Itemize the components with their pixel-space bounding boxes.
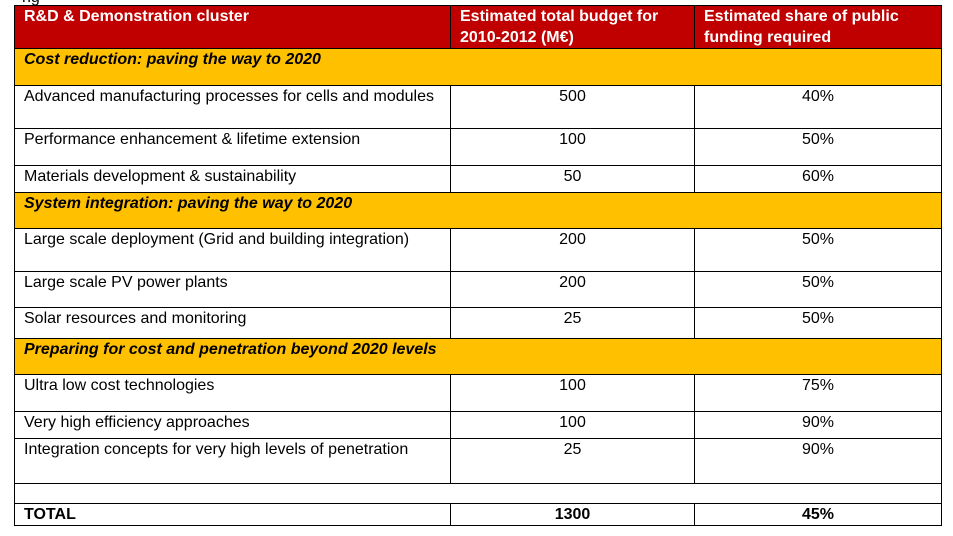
total-share: 45% [694,503,942,526]
header-row: R&D & Demonstration cluster Estimated to… [14,5,942,49]
share-cell: 50% [694,228,942,272]
table-row: Large scale PV power plants 200 50% [14,271,942,308]
cluster-cell: Ultra low cost technologies [14,374,451,412]
share-cell: 50% [694,271,942,308]
share-cell: 60% [694,165,942,193]
section-title: System integration: paving the way to 20… [14,192,942,229]
share-cell: 90% [694,438,942,484]
section-title: Cost reduction: paving the way to 2020 [14,48,942,86]
budget-cell: 100 [450,374,695,412]
empty-row [14,483,942,504]
budget-cell: 200 [450,228,695,272]
cluster-cell: Integration concepts for very high level… [14,438,451,484]
budget-cell: 25 [450,307,695,339]
table-row: Performance enhancement & lifetime exten… [14,128,942,166]
header-budget: Estimated total budget for 2010-2012 (M€… [450,5,695,49]
cluster-cell: Materials development & sustainability [14,165,451,193]
rd-budget-table: R&D & Demonstration cluster Estimated to… [14,5,942,526]
cluster-cell: Solar resources and monitoring [14,307,451,339]
cluster-cell: Very high efficiency approaches [14,411,451,439]
budget-cell: 50 [450,165,695,193]
table-row: Solar resources and monitoring 25 50% [14,307,942,339]
cluster-cell: Large scale PV power plants [14,271,451,308]
header-cluster: R&D & Demonstration cluster [14,5,451,49]
table-row: Large scale deployment (Grid and buildin… [14,228,942,272]
section-row: System integration: paving the way to 20… [14,192,942,229]
table-row: Very high efficiency approaches 100 90% [14,411,942,439]
total-label: TOTAL [14,503,451,526]
share-cell: 75% [694,374,942,412]
total-row: TOTAL 1300 45% [14,503,942,526]
table-row: Ultra low cost technologies 100 75% [14,374,942,412]
header-share: Estimated share of public funding requir… [694,5,942,49]
cluster-cell: Performance enhancement & lifetime exten… [14,128,451,166]
cluster-cell: Advanced manufacturing processes for cel… [14,85,451,129]
section-row: Cost reduction: paving the way to 2020 [14,48,942,86]
empty-cell [14,483,942,504]
budget-cell: 100 [450,411,695,439]
cut-off-text: ng [22,0,40,6]
section-row: Preparing for cost and penetration beyon… [14,338,942,375]
section-title: Preparing for cost and penetration beyon… [14,338,942,375]
budget-cell: 100 [450,128,695,166]
table-row: Advanced manufacturing processes for cel… [14,85,942,129]
share-cell: 40% [694,85,942,129]
table-row: Materials development & sustainability 5… [14,165,942,193]
budget-cell: 500 [450,85,695,129]
share-cell: 90% [694,411,942,439]
share-cell: 50% [694,307,942,339]
total-budget: 1300 [450,503,695,526]
table-row: Integration concepts for very high level… [14,438,942,484]
cluster-cell: Large scale deployment (Grid and buildin… [14,228,451,272]
share-cell: 50% [694,128,942,166]
budget-cell: 200 [450,271,695,308]
budget-cell: 25 [450,438,695,484]
